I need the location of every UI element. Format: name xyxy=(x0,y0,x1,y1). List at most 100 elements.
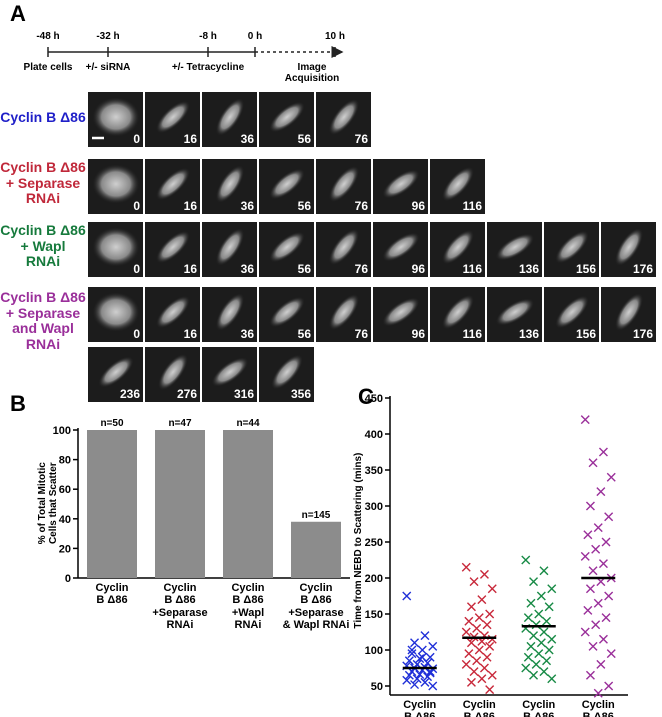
data-point xyxy=(410,680,420,690)
cell-signal xyxy=(268,168,306,200)
cell-signal xyxy=(441,166,475,202)
data-point xyxy=(402,591,412,601)
data-point xyxy=(591,620,601,630)
data-point xyxy=(583,530,593,540)
bar-annotation: n=145 xyxy=(302,510,331,521)
frame-time: 0 xyxy=(133,262,140,276)
frame-time: 36 xyxy=(241,132,255,146)
x-tick-label: Cyclin B Δ86 xyxy=(403,699,437,717)
data-point xyxy=(472,656,482,666)
data-point xyxy=(536,638,546,648)
frame-time: 156 xyxy=(576,327,596,341)
cell-signal xyxy=(92,97,140,137)
y-tick-label: 60 xyxy=(59,484,71,496)
panel-label: B xyxy=(10,391,26,416)
data-point xyxy=(539,566,549,576)
cell-signal xyxy=(328,293,360,331)
y-tick-label: 250 xyxy=(365,537,383,549)
cell-signal xyxy=(215,165,245,203)
data-point xyxy=(588,458,598,468)
cell-signal xyxy=(155,230,191,264)
cell-signal xyxy=(441,294,475,330)
cell-signal xyxy=(328,165,360,203)
cell-signal xyxy=(328,98,360,136)
cell-signal xyxy=(155,167,191,201)
cell-signal xyxy=(155,100,191,134)
data-point xyxy=(598,447,608,457)
cell-signal xyxy=(495,298,535,326)
x-tick-label: Cyclin B Δ86 +Wapl RNAi xyxy=(522,699,556,717)
x-tick-label: Cyclin B Δ86 +Separase & Wapl RNAi xyxy=(282,582,350,631)
cell-signal xyxy=(554,230,590,264)
data-point xyxy=(474,645,484,655)
data-point xyxy=(593,688,603,698)
data-point xyxy=(593,523,603,533)
cell-signal xyxy=(155,295,191,329)
data-point xyxy=(601,613,611,623)
frame-time: 16 xyxy=(184,199,198,213)
data-point xyxy=(410,638,420,648)
data-point xyxy=(477,595,487,605)
frame-time: 96 xyxy=(412,327,426,341)
data-point xyxy=(542,616,552,626)
cell-signal xyxy=(382,232,420,262)
frame-time: 96 xyxy=(412,199,426,213)
frame-time: 36 xyxy=(241,262,255,276)
y-tick-label: 300 xyxy=(365,501,383,513)
data-point xyxy=(542,656,552,666)
y-tick-label: 100 xyxy=(53,425,71,437)
data-point xyxy=(544,645,554,655)
data-point xyxy=(580,551,590,561)
data-point xyxy=(466,677,476,687)
data-point xyxy=(604,591,614,601)
timeline-time: 10 h xyxy=(324,31,345,42)
frame-time: 0 xyxy=(133,199,140,213)
timeline-time: -8 h xyxy=(199,31,217,42)
panel-label: C xyxy=(358,384,374,409)
data-point xyxy=(547,584,557,594)
data-point xyxy=(485,609,495,619)
x-tick-label: Cyclin B Δ86 xyxy=(95,582,129,607)
frame-time: 56 xyxy=(298,262,312,276)
y-tick-label: 50 xyxy=(371,681,383,693)
cell-signal xyxy=(554,295,590,329)
data-point xyxy=(604,681,614,691)
data-point xyxy=(464,649,474,659)
cell-signal xyxy=(157,353,189,391)
data-point xyxy=(461,562,471,572)
data-point xyxy=(407,649,417,659)
data-point xyxy=(604,512,614,522)
data-point xyxy=(585,670,595,680)
timeline-event: +/- Tetracycline xyxy=(171,62,245,73)
y-tick-label: 350 xyxy=(365,465,383,477)
cell-signal xyxy=(215,98,245,136)
data-point xyxy=(606,472,616,482)
row-label: Cyclin B Δ86 + Wapl RNAi xyxy=(0,222,86,270)
data-point xyxy=(536,591,546,601)
frame-time: 76 xyxy=(355,327,369,341)
frame-time: 316 xyxy=(234,387,254,401)
cell-signal xyxy=(614,292,644,332)
bar xyxy=(223,430,273,578)
y-tick-label: 80 xyxy=(59,455,71,467)
bar xyxy=(87,430,137,578)
data-point xyxy=(529,670,539,680)
data-point xyxy=(521,663,531,673)
frame-time: 56 xyxy=(298,132,312,146)
x-tick-label: Cyclin B Δ86 +Wapl RNAi xyxy=(231,582,265,631)
x-tick-label: Cyclin B Δ86 +Separase & Wapl RNAi xyxy=(581,699,615,717)
frame-time: 136 xyxy=(519,327,539,341)
data-point xyxy=(466,602,476,612)
data-point xyxy=(521,555,531,565)
data-point xyxy=(479,663,489,673)
panel-label: A xyxy=(10,1,26,26)
row-label: Cyclin B Δ86 + Separase and Wapl RNAi xyxy=(0,289,86,353)
data-point xyxy=(523,652,533,662)
row-label: Cyclin B Δ86 xyxy=(0,109,86,125)
data-point xyxy=(472,623,482,633)
data-point xyxy=(428,681,438,691)
data-point xyxy=(404,656,414,666)
timeline-event: Plate cells xyxy=(23,62,73,73)
data-point xyxy=(469,577,479,587)
